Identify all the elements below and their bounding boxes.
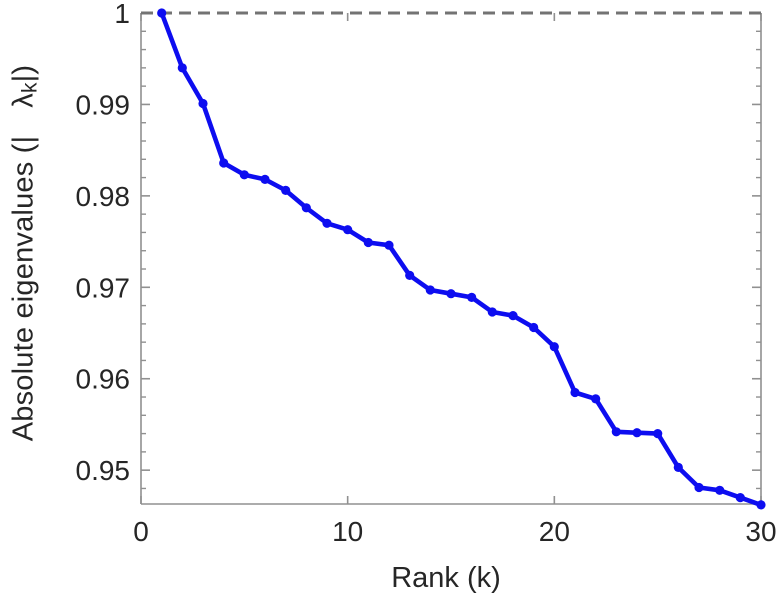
y-axis-label-prefix: Absolute eigenvalues (| xyxy=(7,135,40,442)
data-point-marker xyxy=(405,270,415,280)
data-point-marker xyxy=(363,237,373,248)
data-point-marker xyxy=(198,98,208,109)
x-tick-label: 0 xyxy=(133,516,149,547)
data-point-marker xyxy=(673,462,683,472)
y-tick-label: 0.96 xyxy=(76,364,131,395)
data-point-marker xyxy=(425,285,435,295)
data-point-marker xyxy=(177,63,187,73)
x-axis-label: Rank (k) xyxy=(391,562,501,594)
y-tick-label: 0.97 xyxy=(76,272,131,303)
y-axis-label-suffix: |) xyxy=(7,64,40,83)
data-point-marker xyxy=(653,429,663,439)
data-point-marker xyxy=(715,485,725,495)
y-axis-label: Absolute eigenvalues (| λk|) xyxy=(7,64,42,442)
data-point-marker xyxy=(239,170,249,180)
y-tick-label: 0.99 xyxy=(76,89,131,120)
data-point-marker xyxy=(694,482,704,493)
data-point-marker xyxy=(467,292,477,302)
y-tick-label: 1 xyxy=(114,0,130,29)
y-tick-label: 0.95 xyxy=(76,455,131,486)
data-point-marker xyxy=(735,493,745,503)
data-point-marker xyxy=(611,427,621,437)
data-point-marker xyxy=(446,289,456,299)
x-tick-label: 20 xyxy=(539,516,570,547)
data-point-marker xyxy=(549,342,559,352)
data-point-marker xyxy=(322,218,332,228)
data-point-marker xyxy=(343,225,353,235)
y-tick-label: 0.98 xyxy=(76,181,131,212)
data-point-marker xyxy=(591,394,601,404)
lambda-subscript-k: k xyxy=(18,82,42,94)
x-tick-label: 10 xyxy=(332,516,363,547)
data-point-marker xyxy=(632,428,642,438)
eigenvalue-line xyxy=(159,10,764,508)
data-point-marker xyxy=(529,322,539,333)
data-point-marker xyxy=(301,203,311,213)
x-tick-label: 30 xyxy=(745,516,776,547)
data-point-marker xyxy=(487,307,497,317)
data-point-marker xyxy=(384,240,394,250)
data-point-marker xyxy=(157,8,167,18)
data-point-marker xyxy=(570,387,580,398)
data-point-marker xyxy=(281,185,291,195)
data-point-marker xyxy=(756,500,766,510)
data-point-marker xyxy=(508,311,518,321)
data-point-marker xyxy=(219,158,229,168)
lambda-symbol: λ xyxy=(7,93,40,108)
data-point-marker xyxy=(260,174,270,184)
